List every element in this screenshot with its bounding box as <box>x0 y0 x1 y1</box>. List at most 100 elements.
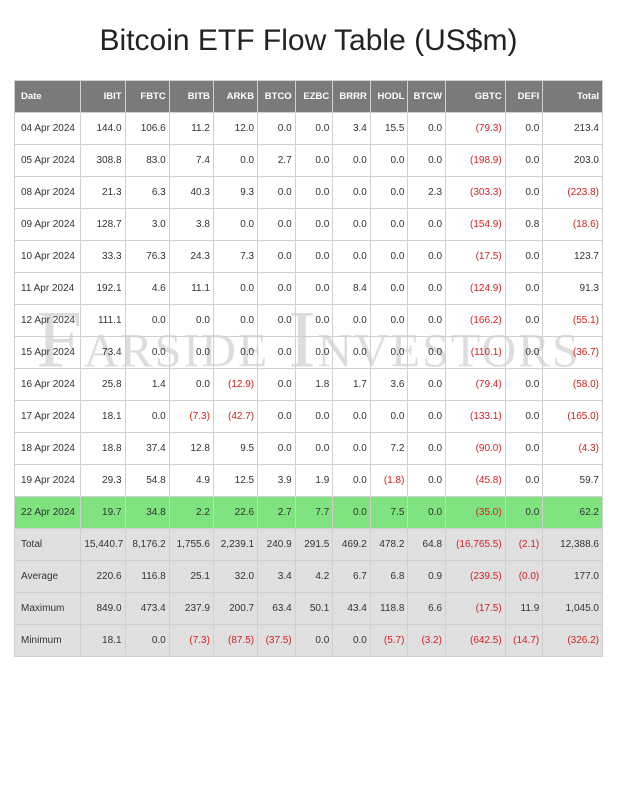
value-cell: (87.5) <box>213 625 257 657</box>
value-cell: 0.0 <box>295 273 333 305</box>
value-cell: 0.0 <box>333 433 371 465</box>
value-cell: 240.9 <box>258 529 296 561</box>
value-cell: 200.7 <box>213 593 257 625</box>
value-cell: 0.0 <box>258 369 296 401</box>
value-cell: 6.8 <box>370 561 408 593</box>
value-cell: 0.0 <box>258 401 296 433</box>
value-cell: (58.0) <box>543 369 603 401</box>
value-cell: 0.0 <box>258 209 296 241</box>
value-cell: (18.6) <box>543 209 603 241</box>
value-cell: 849.0 <box>81 593 125 625</box>
value-cell: (0.0) <box>505 561 543 593</box>
value-cell: 0.0 <box>333 465 371 497</box>
value-cell: 0.0 <box>505 241 543 273</box>
value-cell: (326.2) <box>543 625 603 657</box>
value-cell: 308.8 <box>81 145 125 177</box>
col-header: FBTC <box>125 81 169 113</box>
table-row: 18 Apr 202418.837.412.89.50.00.00.07.20.… <box>15 433 603 465</box>
value-cell: 22.6 <box>213 497 257 529</box>
value-cell: 0.0 <box>258 433 296 465</box>
value-cell: (79.4) <box>446 369 506 401</box>
value-cell: 111.1 <box>81 305 125 337</box>
value-cell: (2.1) <box>505 529 543 561</box>
value-cell: 25.8 <box>81 369 125 401</box>
value-cell: 0.0 <box>505 401 543 433</box>
date-cell: Total <box>15 529 81 561</box>
value-cell: 18.1 <box>81 625 125 657</box>
value-cell: (3.2) <box>408 625 446 657</box>
value-cell: 0.0 <box>213 209 257 241</box>
page-title: Bitcoin ETF Flow Table (US$m) <box>14 24 603 58</box>
value-cell: 12.8 <box>169 433 213 465</box>
value-cell: 237.9 <box>169 593 213 625</box>
date-cell: Average <box>15 561 81 593</box>
value-cell: (42.7) <box>213 401 257 433</box>
value-cell: 15,440.7 <box>81 529 125 561</box>
value-cell: 0.0 <box>370 145 408 177</box>
value-cell: 0.0 <box>333 401 371 433</box>
value-cell: 118.8 <box>370 593 408 625</box>
table-row: 04 Apr 2024144.0106.611.212.00.00.03.415… <box>15 113 603 145</box>
value-cell: 0.0 <box>408 305 446 337</box>
date-cell: 12 Apr 2024 <box>15 305 81 337</box>
value-cell: 9.5 <box>213 433 257 465</box>
date-cell: 18 Apr 2024 <box>15 433 81 465</box>
date-cell: 16 Apr 2024 <box>15 369 81 401</box>
value-cell: (124.9) <box>446 273 506 305</box>
value-cell: 6.7 <box>333 561 371 593</box>
value-cell: 0.0 <box>505 113 543 145</box>
table-row: Maximum849.0473.4237.9200.763.450.143.41… <box>15 593 603 625</box>
value-cell: 0.0 <box>505 465 543 497</box>
value-cell: 29.3 <box>81 465 125 497</box>
value-cell: 0.0 <box>505 145 543 177</box>
value-cell: 25.1 <box>169 561 213 593</box>
value-cell: 478.2 <box>370 529 408 561</box>
value-cell: (16,765.5) <box>446 529 506 561</box>
value-cell: 473.4 <box>125 593 169 625</box>
value-cell: (1.8) <box>370 465 408 497</box>
date-cell: 22 Apr 2024 <box>15 497 81 529</box>
value-cell: 0.0 <box>295 145 333 177</box>
value-cell: (35.0) <box>446 497 506 529</box>
value-cell: 63.4 <box>258 593 296 625</box>
value-cell: 64.8 <box>408 529 446 561</box>
table-row: 09 Apr 2024128.73.03.80.00.00.00.00.00.0… <box>15 209 603 241</box>
value-cell: 3.0 <box>125 209 169 241</box>
value-cell: 2.7 <box>258 145 296 177</box>
table-row: 15 Apr 202473.40.00.00.00.00.00.00.00.0(… <box>15 337 603 369</box>
value-cell: 50.1 <box>295 593 333 625</box>
value-cell: 1.9 <box>295 465 333 497</box>
value-cell: 0.0 <box>213 337 257 369</box>
value-cell: 0.0 <box>295 209 333 241</box>
value-cell: 0.0 <box>333 305 371 337</box>
value-cell: 291.5 <box>295 529 333 561</box>
value-cell: (110.1) <box>446 337 506 369</box>
value-cell: 0.0 <box>408 465 446 497</box>
value-cell: 0.0 <box>213 145 257 177</box>
value-cell: 0.0 <box>295 305 333 337</box>
col-header: HODL <box>370 81 408 113</box>
value-cell: (642.5) <box>446 625 506 657</box>
value-cell: 73.4 <box>81 337 125 369</box>
table-row: Total15,440.78,176.21,755.62,239.1240.92… <box>15 529 603 561</box>
table-row: 12 Apr 2024111.10.00.00.00.00.00.00.00.0… <box>15 305 603 337</box>
value-cell: 0.0 <box>213 305 257 337</box>
value-cell: 123.7 <box>543 241 603 273</box>
value-cell: 0.0 <box>295 401 333 433</box>
value-cell: 1.8 <box>295 369 333 401</box>
value-cell: 6.6 <box>408 593 446 625</box>
value-cell: 0.0 <box>258 113 296 145</box>
value-cell: (223.8) <box>543 177 603 209</box>
value-cell: 116.8 <box>125 561 169 593</box>
value-cell: (198.9) <box>446 145 506 177</box>
value-cell: 0.0 <box>295 625 333 657</box>
col-header: ARKB <box>213 81 257 113</box>
value-cell: 144.0 <box>81 113 125 145</box>
table-row: 19 Apr 202429.354.84.912.53.91.90.0(1.8)… <box>15 465 603 497</box>
value-cell: 0.0 <box>408 273 446 305</box>
col-header: Date <box>15 81 81 113</box>
col-header: BTCO <box>258 81 296 113</box>
value-cell: 0.0 <box>505 337 543 369</box>
value-cell: 0.0 <box>295 337 333 369</box>
value-cell: 32.0 <box>213 561 257 593</box>
